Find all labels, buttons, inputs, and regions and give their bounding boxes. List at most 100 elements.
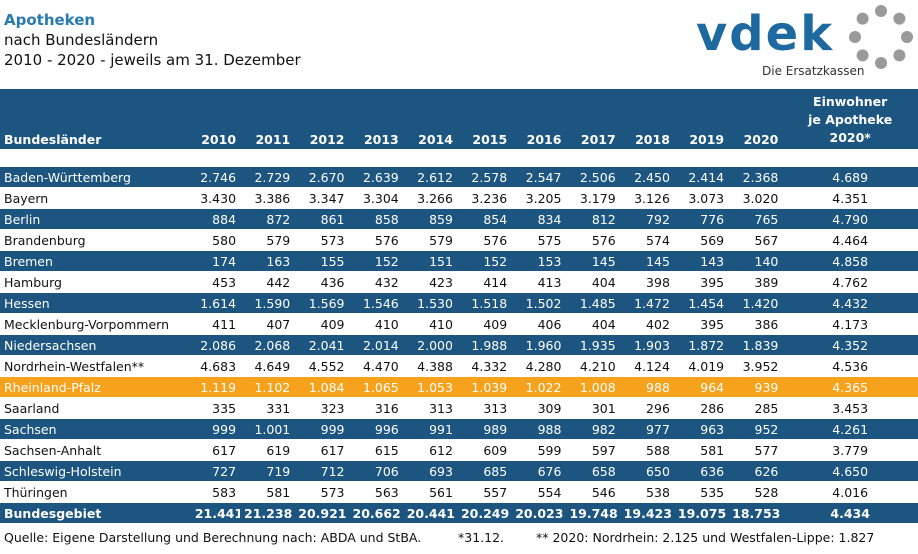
cell-value: 1.053 [402, 376, 457, 398]
cell-value: 557 [456, 481, 512, 503]
table-row: Hamburg 453 442 436 432 423 414 413 404 398 395 389… [0, 271, 918, 293]
cell-value: 636 [673, 460, 729, 482]
footer-note-date: *31.12. [458, 530, 505, 545]
cell-value: 999 [294, 418, 349, 440]
table-row: Bayern 3.430 3.386 3.347 3.304 3.266 3.236 3.20… [0, 187, 918, 209]
cell-value: 2.670 [294, 166, 349, 188]
page-period: 2010 - 2020 - jeweils am 31. Dezember [4, 51, 301, 69]
cell-einwohner: 4.432 [782, 292, 918, 314]
cell-value: 3.236 [456, 187, 512, 209]
cell-einwohner: 4.352 [782, 334, 918, 356]
cell-value: 423 [402, 271, 457, 293]
cell-value: 145 [619, 250, 674, 272]
row-label: Rheinland-Pfalz [0, 376, 191, 398]
cell-value: 693 [402, 460, 457, 482]
cell-value: 410 [402, 313, 457, 335]
cell-value: 991 [402, 418, 457, 440]
cell-value: 988 [511, 418, 566, 440]
cell-value: 567 [728, 229, 783, 251]
cell-value: 1.988 [456, 334, 512, 356]
header-year: 2012 [294, 89, 349, 149]
cell-einwohner: 3.779 [782, 439, 918, 461]
title-block: Apotheken nach Bundesländern 2010 - 2020… [4, 10, 301, 70]
cell-value: 410 [348, 313, 403, 335]
header-einwohner-line: Einwohner [813, 94, 888, 109]
cell-value: 21.238 [240, 502, 295, 524]
cell-value: 152 [348, 250, 403, 272]
cell-value: 1.546 [348, 292, 403, 314]
cell-value: 411 [190, 313, 241, 335]
cell-value: 2.068 [240, 334, 295, 356]
row-label: Bundesgebiet [0, 502, 191, 524]
cell-einwohner: 4.790 [782, 208, 918, 230]
cell-value: 812 [565, 208, 620, 230]
cell-value: 626 [728, 460, 783, 482]
row-label: Bremen [0, 250, 191, 272]
cell-value: 1.084 [294, 376, 349, 398]
row-label: Baden-Württemberg [0, 166, 191, 188]
cell-value: 599 [511, 439, 566, 461]
table-row: Sachsen-Anhalt 617 619 617 615 612 609 599 597 58… [0, 439, 918, 461]
cell-value: 706 [348, 460, 403, 482]
cell-value: 404 [565, 271, 620, 293]
cell-value: 612 [402, 439, 457, 461]
cell-value: 153 [511, 250, 566, 272]
cell-value: 650 [619, 460, 674, 482]
cell-value: 3.266 [402, 187, 457, 209]
table-row: Mecklenburg-Vorpommern 411 407 409 410 410 409… [0, 313, 918, 335]
cell-value: 576 [348, 229, 403, 251]
cell-value: 982 [565, 418, 620, 440]
cell-value: 575 [511, 229, 566, 251]
pharmacy-table: Bundesländer 2010 2011 2012 2013 2014 2015 201… [0, 89, 918, 524]
cell-value: 1.935 [565, 334, 620, 356]
cell-value: 140 [728, 250, 783, 272]
header-einwohner-line: je Apotheke [808, 112, 893, 127]
cell-value: 581 [673, 439, 729, 461]
cell-value: 727 [190, 460, 241, 482]
vdek-logo: vdek Die Ersatzkassen [696, 4, 918, 84]
cell-value: 2.041 [294, 334, 349, 356]
cell-einwohner: 4.650 [782, 460, 918, 482]
footer-note-nrw: ** 2020: Nordrhein: 2.125 und Westfalen-… [536, 530, 875, 545]
cell-value: 3.430 [190, 187, 241, 209]
cell-value: 331 [240, 397, 295, 419]
header-year: 2013 [348, 89, 403, 149]
cell-value: 1.472 [619, 292, 674, 314]
cell-value: 155 [294, 250, 349, 272]
header-year: 2019 [673, 89, 729, 149]
cell-einwohner: 4.173 [782, 313, 918, 335]
cell-value: 989 [456, 418, 512, 440]
cell-value: 580 [190, 229, 241, 251]
cell-value: 404 [565, 313, 620, 335]
cell-value: 4.124 [619, 355, 674, 377]
cell-value: 174 [190, 250, 241, 272]
cell-value: 407 [240, 313, 295, 335]
header-einwohner-je-apotheke: Einwohner je Apotheke 2020* [782, 89, 918, 149]
cell-value: 3.179 [565, 187, 620, 209]
cell-value: 21.441 [190, 502, 241, 524]
cell-value: 3.073 [673, 187, 729, 209]
cell-value: 1.518 [456, 292, 512, 314]
cell-value: 143 [673, 250, 729, 272]
cell-value: 4.649 [240, 355, 295, 377]
cell-value: 442 [240, 271, 295, 293]
cell-value: 581 [240, 481, 295, 503]
cell-value: 658 [565, 460, 620, 482]
cell-value: 617 [190, 439, 241, 461]
cell-value: 414 [456, 271, 512, 293]
page-subtitle: nach Bundesländern [4, 31, 159, 49]
cell-value: 2.547 [511, 166, 566, 188]
table-row: Nordrhein-Westfalen** 4.683 4.649 4.552 4.47… [0, 355, 918, 377]
cell-value: 4.552 [294, 355, 349, 377]
table-row: Bremen 174 163 155 152 151 152 153 145 145 143 140 4… [0, 250, 918, 272]
header-year: 2011 [240, 89, 295, 149]
cell-value: 2.578 [456, 166, 512, 188]
cell-value: 861 [294, 208, 349, 230]
cell-value: 619 [240, 439, 295, 461]
cell-value: 579 [402, 229, 457, 251]
cell-value: 1.454 [673, 292, 729, 314]
table-row: Baden-Württemberg 2.746 2.729 2.670 2.639 2.6… [0, 166, 918, 188]
cell-value: 999 [190, 418, 241, 440]
cell-value: 963 [673, 418, 729, 440]
cell-value: 413 [511, 271, 566, 293]
